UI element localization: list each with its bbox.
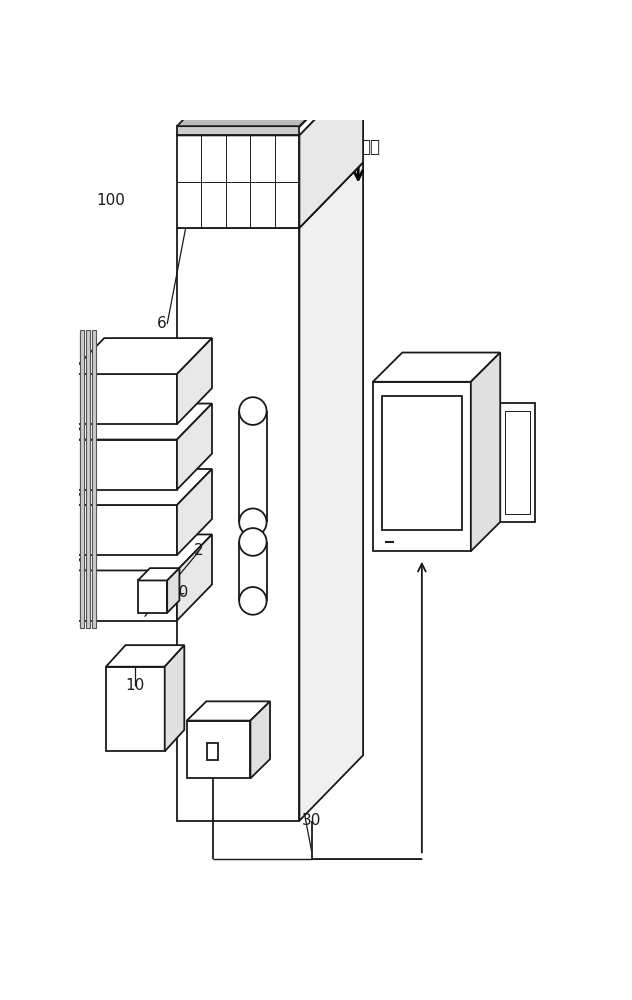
Polygon shape	[177, 70, 363, 135]
Ellipse shape	[239, 587, 267, 615]
Text: 4: 4	[160, 505, 169, 520]
Polygon shape	[138, 568, 179, 580]
Polygon shape	[300, 70, 363, 228]
Text: 进气: 进气	[360, 138, 380, 156]
Polygon shape	[279, 78, 317, 98]
Polygon shape	[70, 469, 212, 505]
Polygon shape	[250, 701, 270, 778]
Polygon shape	[177, 534, 212, 620]
Polygon shape	[310, 78, 348, 98]
Polygon shape	[177, 116, 309, 126]
Polygon shape	[187, 721, 250, 778]
Polygon shape	[106, 667, 165, 751]
Polygon shape	[177, 404, 212, 490]
Text: 30: 30	[302, 813, 321, 828]
Polygon shape	[471, 353, 501, 551]
Polygon shape	[106, 645, 185, 667]
Text: 20: 20	[169, 585, 189, 600]
Polygon shape	[300, 162, 363, 821]
Polygon shape	[382, 396, 462, 530]
Ellipse shape	[239, 528, 267, 556]
Polygon shape	[207, 743, 218, 760]
Polygon shape	[167, 568, 179, 613]
Polygon shape	[249, 78, 286, 98]
Text: 6: 6	[157, 316, 167, 331]
Polygon shape	[177, 162, 363, 228]
Polygon shape	[138, 580, 167, 613]
Polygon shape	[177, 469, 212, 555]
Polygon shape	[218, 78, 255, 98]
Polygon shape	[186, 111, 224, 130]
Polygon shape	[70, 440, 177, 490]
Text: 8: 8	[155, 420, 164, 435]
Ellipse shape	[239, 508, 267, 536]
Text: 12: 12	[199, 732, 218, 747]
Polygon shape	[92, 330, 95, 628]
Polygon shape	[74, 330, 78, 628]
Polygon shape	[373, 353, 501, 382]
Polygon shape	[187, 701, 270, 721]
Polygon shape	[80, 330, 84, 628]
Text: 2: 2	[194, 543, 204, 558]
Polygon shape	[165, 645, 185, 751]
Polygon shape	[86, 330, 90, 628]
Polygon shape	[505, 411, 530, 514]
Polygon shape	[177, 135, 300, 228]
Polygon shape	[501, 403, 535, 522]
Polygon shape	[177, 126, 300, 135]
Polygon shape	[70, 570, 177, 620]
Polygon shape	[70, 338, 212, 374]
Polygon shape	[70, 505, 177, 555]
Polygon shape	[248, 111, 285, 130]
Polygon shape	[278, 111, 315, 130]
Polygon shape	[177, 228, 300, 821]
Text: 10: 10	[126, 678, 145, 693]
Polygon shape	[70, 534, 212, 570]
Polygon shape	[70, 374, 177, 424]
Polygon shape	[70, 404, 212, 440]
Polygon shape	[177, 338, 212, 424]
Ellipse shape	[239, 397, 267, 425]
Polygon shape	[373, 382, 471, 551]
Text: 100: 100	[97, 193, 125, 208]
Polygon shape	[217, 111, 255, 130]
